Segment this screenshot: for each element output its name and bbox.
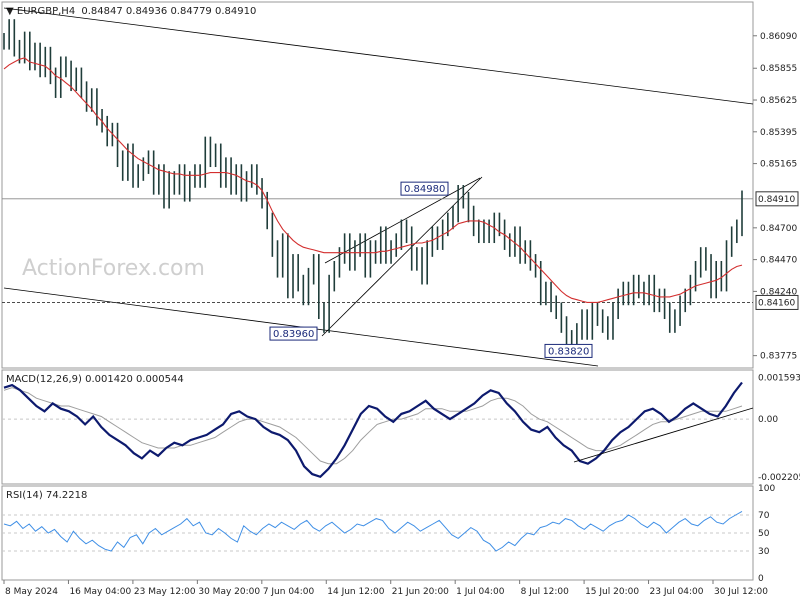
price-annotation-label: 0.84980: [404, 184, 445, 195]
header-quote: 0.84847 0.84936 0.84779 0.84910: [81, 6, 256, 17]
rsi-tick-label: 0: [758, 574, 764, 584]
x-tick-label: 8 May 2024: [5, 587, 58, 597]
rsi-line: [3, 510, 743, 552]
x-tick-label: 14 Jun 12:00: [327, 587, 384, 597]
x-tick-label: 8 Jul 12:00: [521, 587, 570, 597]
price-panel-frame: [1, 1, 754, 369]
rsi-label: RSI(14) 74.2218: [6, 490, 87, 501]
header-arrow-icon: ▼: [6, 6, 14, 17]
price-tick-label: 0.85165: [760, 160, 797, 170]
x-tick-label: 23 May 12:00: [134, 587, 196, 597]
price-annotation-box: [544, 343, 593, 358]
watermark: ActionForex.com: [22, 256, 205, 281]
moving-average-line: [3, 57, 743, 303]
rsi-tick-label: 100: [758, 484, 775, 494]
price-annotation-label: 0.83820: [548, 346, 589, 357]
macd-label: MACD(12,26,9) 0.001420 0.000544: [6, 374, 184, 385]
current-price-tag-label: 0.84910: [758, 195, 795, 205]
price-annotation-box: [269, 326, 318, 341]
x-tick-label: 7 Jun 04:00: [263, 587, 315, 597]
symbol-label: EURGBP,H4: [17, 6, 75, 17]
macd-tick-label: 0.001593: [758, 373, 800, 383]
macd-tick-label: -0.002205: [758, 473, 800, 483]
price-tick-label: 0.84700: [760, 224, 797, 234]
price-tick-label: 0.84470: [760, 256, 797, 266]
rsi-tick-label: 70: [758, 511, 770, 521]
rising-channel-lower: [321, 176, 483, 337]
axis-layer: 0.86090 0.85855 0.85625 0.85395 0.85165 0.847…: [3, 32, 800, 597]
rising-channel-upper: [324, 177, 481, 264]
macd-tick-label: 0.00: [758, 415, 778, 425]
x-tick-label: 30 Jul 12:00: [714, 587, 768, 597]
current-price-tag: [755, 191, 799, 207]
price-tick-label: 0.85625: [760, 96, 797, 106]
x-tick-label: 1 Jul 04:00: [456, 587, 505, 597]
macd-signal-line: [3, 387, 743, 465]
price-header: ▼ EURGBP,H4 0.84847 0.84936 0.84779 0.84…: [6, 6, 256, 17]
price-layer: 0.84980 0.83960 0.83820: [2, 7, 754, 367]
price-annotation-box: [400, 181, 449, 196]
macd-line: [3, 381, 743, 479]
rsi-tick-label: 30: [758, 547, 770, 557]
macd-panel-frame: [1, 369, 754, 485]
x-tick-label: 23 Jul 04:00: [650, 587, 704, 597]
price-tick-label: 0.83775: [760, 352, 797, 362]
macd-layer: [2, 381, 754, 479]
price-tick-label: 0.84240: [760, 287, 797, 297]
price-tick-label: 0.85395: [760, 128, 797, 138]
price-tick-label: 0.86090: [760, 32, 797, 42]
support-price-tag: [755, 294, 799, 310]
x-tick-label: 15 Jul 20:00: [585, 587, 639, 597]
support-price-tag-label: 0.84160: [758, 298, 795, 308]
rsi-layer: [2, 510, 753, 552]
price-tick-label: 0.85855: [760, 64, 797, 74]
x-tick-label: 21 Jun 20:00: [392, 587, 449, 597]
price-annotation-label: 0.83960: [273, 329, 314, 340]
macd-trend-line: [573, 407, 754, 463]
x-tick-label: 30 May 20:00: [198, 587, 260, 597]
x-tick-label: 16 May 04:00: [69, 587, 131, 597]
upper-channel-line: [3, 7, 754, 105]
rsi-tick-label: 50: [758, 529, 770, 539]
